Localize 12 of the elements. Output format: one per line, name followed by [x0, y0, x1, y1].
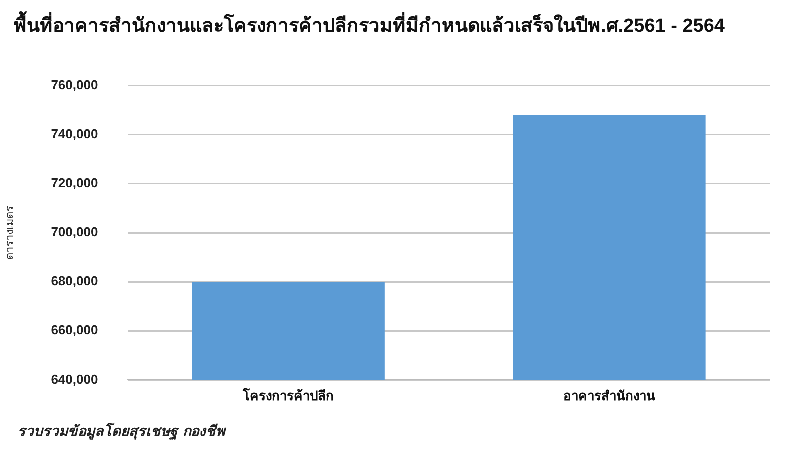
- y-axis-title: ตารางเมตร: [3, 206, 16, 260]
- y-tick-label: 720,000: [51, 176, 98, 191]
- y-tick-label: 660,000: [51, 322, 98, 338]
- y-tick-label: 760,000: [51, 77, 98, 92]
- y-tick-label: 640,000: [51, 372, 98, 387]
- text: รวบรวมข้อมูลโดยสุรเชษฐ กองชีพ: [18, 422, 225, 442]
- y-tick-label: 680,000: [51, 274, 98, 289]
- x-tick-label: อาคารสำนักงาน: [564, 388, 656, 404]
- chart-title: พื้นที่อาคารสำนักงานและโครงการค้าปลีกรวมที่มีกำหนดแล้วเสร็จในปีพ.ศ.2561 - 2564: [14, 10, 725, 39]
- y-tick-label: 700,000: [51, 224, 98, 240]
- x-tick-label: โครงการค้าปลีก: [242, 387, 334, 404]
- y-tick-label: 740,000: [51, 126, 98, 142]
